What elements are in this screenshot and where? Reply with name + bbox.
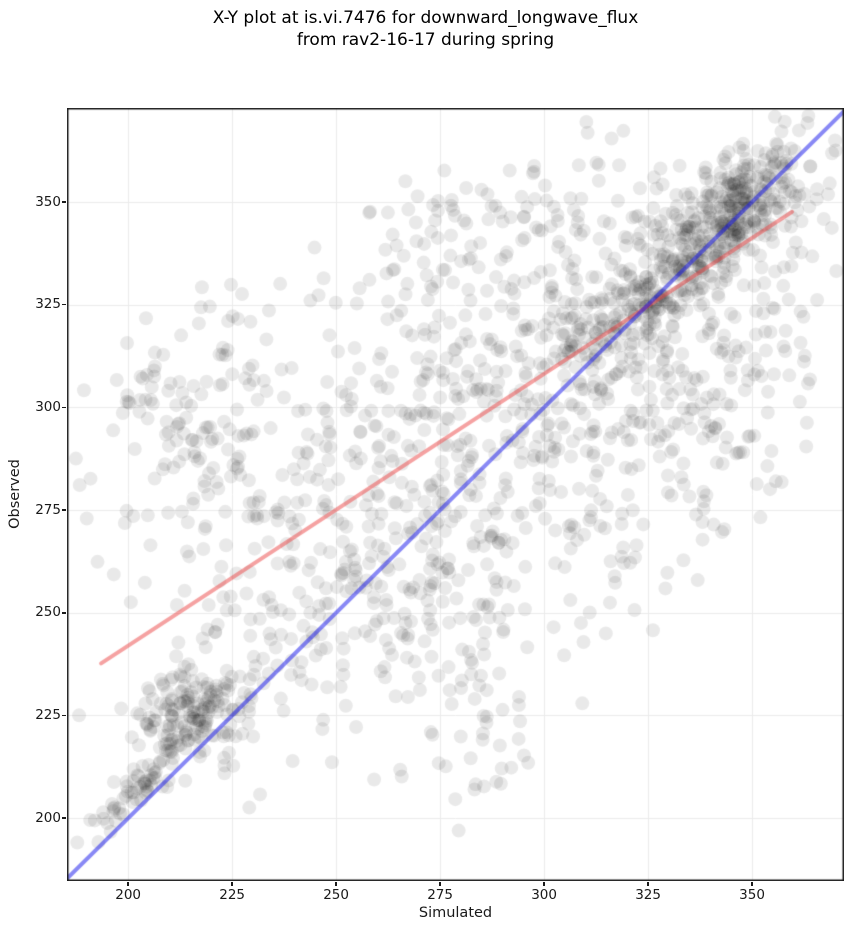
- y-tick-label: 250: [35, 604, 61, 621]
- x-tick-label: 300: [531, 887, 557, 903]
- x-tick-mark: [231, 882, 233, 886]
- y-tick-mark: [62, 303, 66, 306]
- y-tick-mark: [62, 817, 66, 819]
- y-tick-mark: [62, 406, 66, 409]
- y-tick-mark: [62, 201, 66, 203]
- x-tick-mark: [439, 882, 441, 886]
- y-tick-label: 275: [35, 501, 61, 518]
- x-tick-mark: [751, 882, 753, 886]
- y-tick-label: 300: [35, 398, 61, 415]
- x-tick-label: 250: [323, 887, 349, 903]
- y-tick-label: 325: [35, 296, 61, 313]
- x-tick-mark: [647, 882, 649, 886]
- x-tick-label: 200: [115, 887, 142, 903]
- scatter-plot-canvas: [67, 108, 844, 881]
- y-tick-mark: [62, 714, 66, 717]
- x-tick-mark: [543, 882, 545, 886]
- y-tick-mark: [62, 509, 66, 511]
- x-tick-label: 275: [427, 887, 453, 903]
- x-axis-label: Simulated: [418, 905, 493, 921]
- y-axis-label: Observed: [7, 459, 23, 529]
- y-tick-label: 225: [35, 706, 61, 723]
- y-tick-label: 350: [35, 193, 61, 210]
- x-tick-mark: [127, 882, 129, 886]
- plot-area: [67, 108, 844, 881]
- chart-title-line-1: X-Y plot at is.vi.7476 for downward_long…: [212, 8, 639, 28]
- y-tick-label: 200: [35, 809, 61, 826]
- chart-title-line-2: from rav2-16-17 during spring: [296, 30, 555, 50]
- x-tick-label: 225: [219, 887, 246, 903]
- x-tick-label: 325: [635, 887, 661, 903]
- chart-title: X-Y plot at is.vi.7476 for downward_long…: [0, 7, 851, 51]
- x-tick-label: 350: [739, 887, 765, 903]
- x-tick-mark: [335, 882, 337, 886]
- y-tick-mark: [62, 612, 66, 614]
